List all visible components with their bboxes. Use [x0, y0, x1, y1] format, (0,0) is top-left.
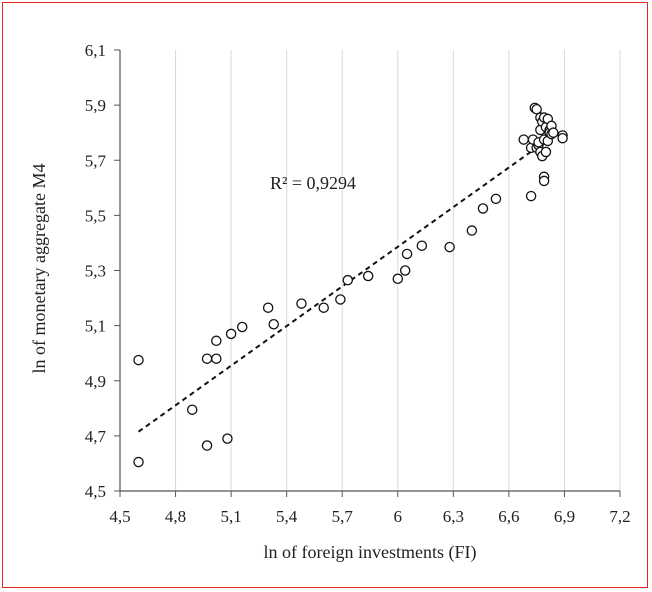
data-point: [342, 274, 354, 286]
x-tick-label: 6,3: [443, 507, 464, 526]
data-point: [236, 321, 248, 333]
y-tick-label: 4,7: [85, 427, 107, 446]
y-tick-label: 6,1: [85, 41, 106, 60]
r-squared-label: R² = 0,9294: [270, 173, 356, 193]
x-tick-label: 5,7: [332, 507, 354, 526]
data-point: [222, 433, 233, 444]
data-point: [268, 318, 279, 330]
data-point: [318, 302, 329, 313]
data-point: [133, 456, 144, 468]
data-point: [477, 203, 489, 214]
y-tick-label: 5,1: [85, 317, 106, 336]
y-tick-label: 5,9: [85, 96, 106, 115]
data-point: [211, 335, 222, 347]
x-tick-label: 5,4: [276, 507, 298, 526]
y-tick-label: 4,9: [85, 372, 106, 391]
data-point: [518, 134, 529, 145]
data-point: [525, 190, 537, 202]
x-tick-label: 6,6: [498, 507, 519, 526]
y-axis-title: ln of monetary aggregate M4: [29, 164, 49, 374]
y-tick-label: 5,3: [85, 262, 106, 281]
axes: [114, 49, 621, 497]
data-point: [444, 241, 455, 253]
data-point: [133, 354, 144, 366]
x-axis-title: ln of foreign investments (FI): [264, 542, 477, 563]
data-points: [133, 102, 568, 468]
data-point: [201, 353, 213, 364]
data-point: [401, 248, 413, 260]
data-point: [538, 175, 550, 187]
data-point: [466, 225, 478, 236]
x-tick-label: 4,5: [109, 507, 130, 526]
y-tick-label: 5,7: [85, 151, 107, 170]
data-point: [416, 240, 428, 251]
data-point: [362, 270, 374, 282]
data-point: [225, 328, 237, 340]
data-point: [392, 273, 404, 285]
data-point: [557, 132, 568, 144]
x-tick-label: 6,9: [554, 507, 575, 526]
data-point: [186, 404, 198, 415]
gridlines: [175, 50, 621, 491]
data-point: [211, 353, 222, 364]
data-point: [399, 265, 411, 276]
data-point: [296, 298, 307, 309]
y-tick-label: 5,5: [85, 206, 106, 225]
data-point: [490, 193, 502, 205]
x-tick-label: 5,1: [220, 507, 241, 526]
tick-labels: 4,5 4,8 5,1 5,4 5,7 6 6,3 6,6 6,9 7,2 4,5 4,7 4,9 5,1…: [85, 41, 631, 526]
data-point: [548, 127, 559, 138]
data-point: [335, 294, 346, 305]
x-tick-label: 4,8: [165, 507, 186, 526]
x-tick-label: 6: [394, 507, 403, 526]
data-point: [262, 302, 274, 313]
x-tick-label: 7,2: [609, 507, 630, 526]
data-point: [540, 146, 552, 158]
data-point: [201, 440, 213, 451]
trendline: [137, 142, 543, 433]
y-tick-label: 4,5: [85, 482, 106, 501]
